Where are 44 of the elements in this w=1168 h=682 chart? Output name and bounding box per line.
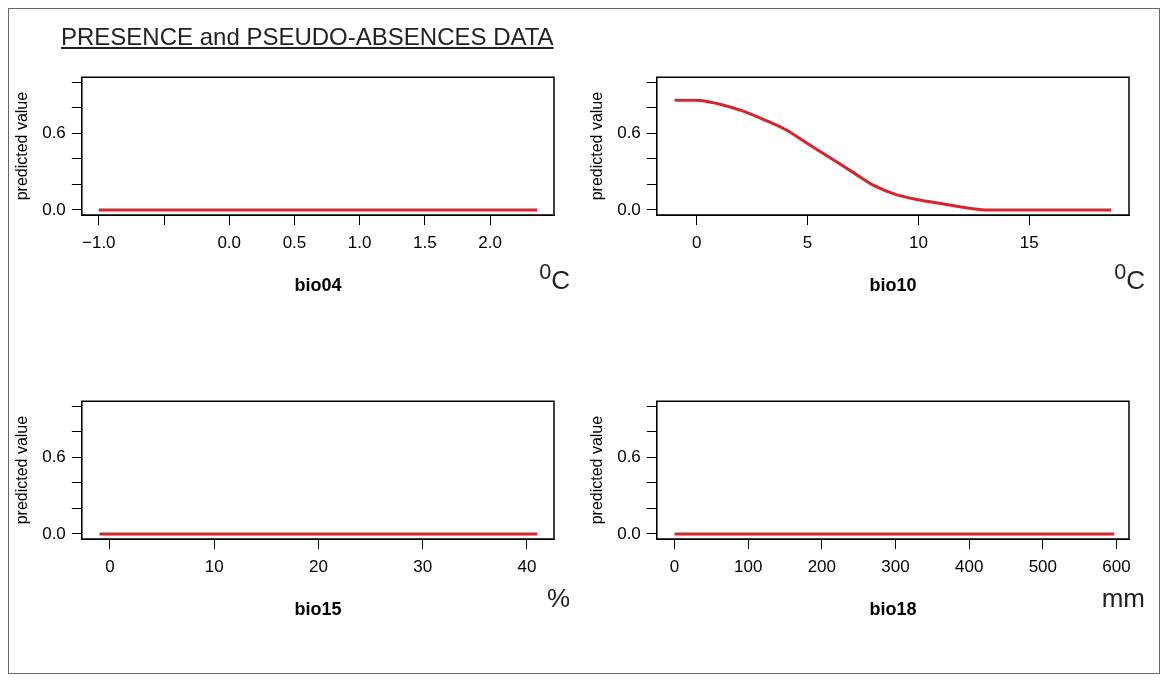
x-tick-label: 100 xyxy=(733,556,763,576)
x-tick-label: 0 xyxy=(669,556,680,576)
y-tick-label: 0.6 xyxy=(617,123,641,143)
y-tick-label: 0.6 xyxy=(42,447,66,467)
y-tick-label: 0.6 xyxy=(617,447,641,467)
x-tick-label: 5 xyxy=(802,232,813,252)
x-tick-label: 0.5 xyxy=(282,232,307,252)
y-axis-title: predicted value xyxy=(13,415,31,525)
x-tick-label: 1.0 xyxy=(347,232,372,252)
x-tick-label: 600 xyxy=(1102,556,1131,576)
x-tick-label: 0.0 xyxy=(217,232,242,252)
y-tick-label: 0.6 xyxy=(42,123,66,143)
line-series xyxy=(673,98,1113,212)
x-tick-label: 500 xyxy=(1028,556,1057,576)
y-axis-title: predicted value xyxy=(588,91,606,201)
text: $^{0}$C xyxy=(539,259,570,296)
x-tick-label: 10 xyxy=(204,556,224,576)
chart-title: PRESENCE and PSEUDO-ABSENCES DATA xyxy=(61,23,554,51)
text: mm xyxy=(1101,583,1145,614)
x-tick-label: 400 xyxy=(954,556,984,576)
x-tick-label: 1.5 xyxy=(413,232,437,252)
x-axis-title: bio10 xyxy=(869,275,917,296)
x-tick-label: 30 xyxy=(413,556,433,576)
y-axis-title: predicted value xyxy=(13,91,31,201)
y-axis-title: predicted value xyxy=(588,415,606,525)
y-tick-label: 0.0 xyxy=(617,199,641,219)
x-axis-title: bio18 xyxy=(869,599,917,620)
x-tick-label: 0 xyxy=(105,556,115,576)
x-tick-label: 2.0 xyxy=(478,232,502,252)
x-tick-label: 40 xyxy=(517,556,537,576)
x-tick-label: 10 xyxy=(908,232,928,252)
x-tick-label: −1.0 xyxy=(82,232,116,252)
y-tick-label: 0.0 xyxy=(42,523,66,543)
x-tick-label: 20 xyxy=(308,556,328,576)
text: % xyxy=(546,583,570,614)
x-axis-title: bio04 xyxy=(294,275,342,296)
x-axis-title: bio15 xyxy=(294,599,342,620)
x-tick-label: 200 xyxy=(807,556,837,576)
x-tick-label: 300 xyxy=(881,556,910,576)
text: $^{0}$C xyxy=(1114,259,1145,296)
x-tick-label: 15 xyxy=(1019,232,1039,252)
y-tick-label: 0.0 xyxy=(617,523,641,543)
y-tick-label: 0.0 xyxy=(42,199,66,219)
x-tick-label: 0 xyxy=(692,232,702,252)
